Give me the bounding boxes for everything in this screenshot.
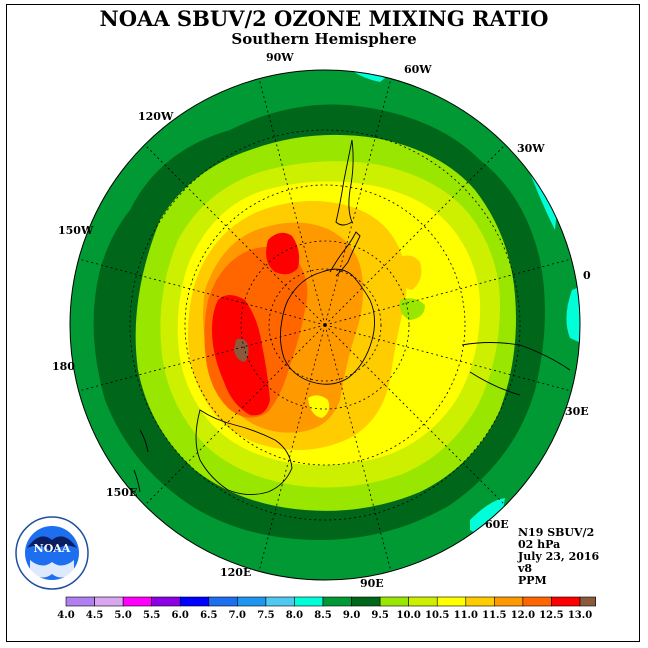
lon-label-90w: 90W: [266, 51, 294, 64]
colorbar-swatch: [65, 596, 95, 607]
lon-label-180: 180: [52, 360, 75, 373]
colorbar-swatch: [522, 596, 552, 607]
noaa-logo-wave: [30, 560, 74, 578]
colorbar-label: 8.0: [286, 610, 303, 621]
info-level: 02 hPa: [518, 538, 561, 551]
graticule: [78, 78, 572, 572]
colorbar-swatch: [551, 596, 581, 607]
colorbar-label: 10.0: [397, 610, 421, 621]
lon-label-0: 0: [583, 269, 591, 282]
longitude-labels: 90W 60W 120W 30W 150W 0 180 30E 150E 60E…: [52, 51, 591, 590]
info-units: PPM: [518, 574, 547, 587]
coastlines: [133, 139, 571, 495]
figure-frame: [6, 4, 640, 642]
lon-label-150w: 150W: [58, 224, 94, 237]
map-title: NOAA SBUV/2 OZONE MIXING RATIO: [99, 6, 549, 31]
lon-label-30w: 30W: [517, 142, 545, 155]
map-boundary: [69, 69, 581, 581]
colorbar-swatch: [465, 596, 495, 607]
colorbar-label: 12.0: [511, 610, 535, 621]
noaa-logo: NOAA: [15, 516, 89, 590]
colorbar-label: 9.0: [343, 610, 360, 621]
latitude-circle-50: [129, 129, 521, 521]
colorbar-label: 11.0: [454, 610, 478, 621]
lon-label-120w: 120W: [138, 110, 174, 123]
colorbar-label: 4.0: [57, 610, 74, 621]
band-125-13: [234, 338, 249, 362]
info-version: v8: [518, 562, 533, 575]
colorbar-label: 8.5: [314, 610, 331, 621]
colorbar-swatch: [322, 596, 352, 607]
new-zealand-coast: [133, 429, 149, 493]
antarctica-coast: [279, 268, 375, 385]
colorbar-swatch: [579, 596, 596, 607]
cyan-patch-right: [566, 285, 580, 345]
colorbar-label: 6.0: [171, 610, 188, 621]
latitude-circle-60: [184, 184, 466, 466]
band-gold-spot-right: [395, 255, 422, 290]
latitude-circle-80: [268, 268, 382, 382]
lon-label-150e: 150E: [106, 486, 137, 499]
colorbar-swatch: [237, 596, 267, 607]
colorbar-swatch: [179, 596, 210, 607]
colorbar-swatch: [122, 596, 152, 607]
colorbar-label: 9.5: [371, 610, 388, 621]
band-yellow-spot-bottom: [308, 395, 330, 418]
colorbar-swatch: [493, 596, 524, 607]
colorbar-swatch: [436, 596, 467, 607]
lon-label-30e: 30E: [565, 405, 589, 418]
australia-coast: [195, 409, 293, 495]
colorbar-swatch: [94, 596, 124, 607]
colorbar-label: 7.0: [229, 610, 246, 621]
colorbar-swatch: [408, 596, 438, 607]
colorbar-label: 5.0: [114, 610, 131, 621]
info-satellite: N19 SBUV/2: [518, 526, 595, 539]
info-block: N19 SBUV/2 02 hPa July 23, 2016 v8 PPM: [518, 527, 599, 587]
colorbar: 4.0 4.5 5.0 5.5 6.0 6.5 7.0 7.5 8.0 8.5 9.0 9.5 10.0…: [57, 596, 596, 621]
south-america-coast: [335, 139, 354, 226]
colorbar-swatch: [379, 596, 410, 607]
colorbar-label: 11.5: [482, 610, 506, 621]
colorbar-swatch: [265, 596, 295, 607]
colorbar-label: 13.0: [568, 610, 592, 621]
colorbar-swatch: [151, 596, 181, 607]
lon-label-90e: 90E: [360, 577, 384, 590]
lon-label-120e: 120E: [220, 566, 251, 579]
lon-label-60w: 60W: [404, 63, 432, 76]
africa-coast: [461, 342, 571, 396]
colorbar-label: 10.5: [425, 610, 449, 621]
band-12-125-b: [266, 232, 300, 275]
lon-label-60e: 60E: [485, 518, 509, 531]
map-subtitle: Southern Hemisphere: [231, 30, 417, 48]
info-date: July 23, 2016: [518, 550, 600, 563]
colorbar-label: 4.5: [86, 610, 103, 621]
colorbar-label: 5.5: [143, 610, 160, 621]
colorbar-label: 7.5: [257, 610, 274, 621]
noaa-logo-text: NOAA: [34, 542, 71, 555]
colorbar-swatch: [208, 596, 238, 607]
colorbar-label: 12.5: [539, 610, 563, 621]
colorbar-swatch: [294, 596, 324, 607]
latitude-circle-70: [240, 240, 410, 410]
antarctic-peninsula: [329, 231, 361, 277]
colorbar-swatch: [351, 596, 381, 607]
colorbar-label: 6.5: [200, 610, 217, 621]
noaa-logo-gull: [27, 536, 77, 552]
